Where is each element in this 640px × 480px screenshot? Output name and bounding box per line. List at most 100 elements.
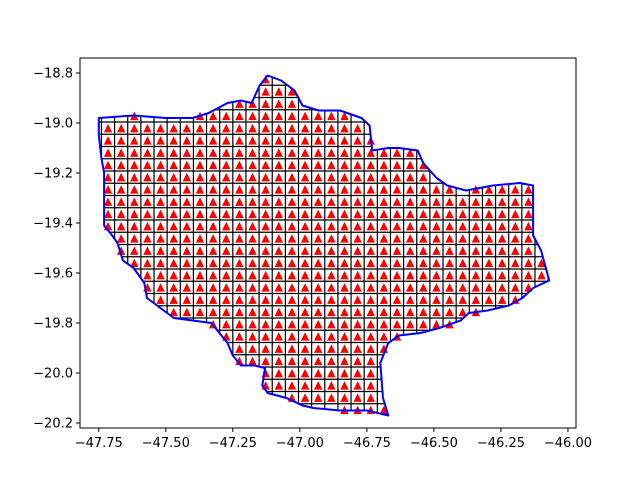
point-marker xyxy=(222,270,231,280)
point-marker xyxy=(471,258,481,268)
point-marker xyxy=(379,172,389,182)
point-marker xyxy=(353,295,362,304)
point-marker xyxy=(287,99,297,108)
point-marker xyxy=(287,87,297,96)
point-marker xyxy=(314,381,323,390)
point-marker xyxy=(405,295,415,304)
point-marker xyxy=(405,234,415,243)
point-marker xyxy=(182,136,192,145)
point-marker xyxy=(195,246,205,255)
point-marker xyxy=(235,270,244,280)
point-marker xyxy=(314,258,323,268)
point-marker xyxy=(300,332,310,341)
point-marker xyxy=(130,221,139,231)
point-marker xyxy=(340,209,349,219)
point-marker xyxy=(116,246,126,255)
point-marker xyxy=(419,295,428,304)
point-marker xyxy=(379,283,389,292)
y-tick-label: −20.0 xyxy=(33,367,73,382)
point-marker xyxy=(497,185,507,194)
point-marker xyxy=(458,258,467,268)
point-marker xyxy=(103,197,113,206)
point-marker xyxy=(261,221,270,231)
x-tick-label: −46.50 xyxy=(410,436,458,451)
point-marker xyxy=(274,209,284,219)
point-marker xyxy=(208,148,218,157)
point-marker xyxy=(300,185,310,194)
point-marker xyxy=(432,246,441,255)
point-marker xyxy=(511,185,520,194)
point-marker xyxy=(248,160,257,170)
point-marker xyxy=(287,283,297,292)
point-marker xyxy=(484,258,494,268)
point-marker xyxy=(235,160,244,170)
point-marker xyxy=(392,197,402,206)
point-marker xyxy=(327,307,336,317)
point-marker xyxy=(353,368,362,378)
point-marker xyxy=(537,258,546,268)
point-marker xyxy=(484,209,494,219)
point-marker xyxy=(314,344,323,353)
point-marker xyxy=(392,148,402,157)
point-marker xyxy=(379,332,389,341)
point-marker xyxy=(169,185,178,194)
point-marker xyxy=(156,185,165,194)
point-marker xyxy=(248,344,257,353)
point-marker xyxy=(274,111,284,121)
point-marker xyxy=(405,185,415,194)
point-marker xyxy=(287,295,297,304)
point-marker xyxy=(484,185,494,194)
point-marker xyxy=(235,344,244,353)
point-marker xyxy=(103,185,113,194)
point-marker xyxy=(379,270,389,280)
point-marker xyxy=(366,307,375,317)
point-marker xyxy=(353,258,362,268)
point-marker xyxy=(392,172,402,182)
point-marker xyxy=(392,185,402,194)
point-marker xyxy=(445,185,454,194)
point-marker xyxy=(208,246,218,255)
point-marker xyxy=(458,270,467,280)
point-marker xyxy=(524,197,533,206)
point-marker xyxy=(195,258,205,268)
point-marker xyxy=(287,381,297,390)
point-marker xyxy=(458,246,467,255)
point-marker xyxy=(314,221,323,231)
point-marker xyxy=(287,160,297,170)
point-marker xyxy=(248,99,257,108)
point-marker xyxy=(208,111,218,121)
point-marker xyxy=(419,307,428,317)
point-marker xyxy=(248,295,257,304)
point-marker xyxy=(471,295,481,304)
point-marker xyxy=(156,295,165,304)
point-marker xyxy=(235,332,244,341)
region-boundary xyxy=(97,74,551,417)
point-marker xyxy=(405,160,415,170)
point-marker xyxy=(392,258,402,268)
point-marker xyxy=(300,123,310,133)
point-marker xyxy=(471,209,481,219)
point-marker xyxy=(405,221,415,231)
point-marker xyxy=(432,221,441,231)
point-marker xyxy=(195,148,205,157)
point-marker xyxy=(195,295,205,304)
point-marker xyxy=(222,209,231,219)
point-marker xyxy=(392,307,402,317)
point-marker xyxy=(156,246,165,255)
point-marker xyxy=(327,160,336,170)
point-marker xyxy=(235,246,244,255)
point-marker xyxy=(366,319,375,329)
point-marker xyxy=(143,246,152,255)
y-tick-label: −18.8 xyxy=(33,67,73,82)
point-marker xyxy=(353,185,362,194)
point-marker xyxy=(484,197,494,206)
point-marker xyxy=(261,160,270,170)
point-marker xyxy=(287,172,297,182)
point-marker xyxy=(419,234,428,243)
point-marker xyxy=(327,209,336,219)
point-marker xyxy=(156,209,165,219)
point-marker xyxy=(340,356,349,366)
point-marker xyxy=(300,307,310,317)
point-marker xyxy=(327,111,336,121)
point-marker xyxy=(169,197,178,206)
